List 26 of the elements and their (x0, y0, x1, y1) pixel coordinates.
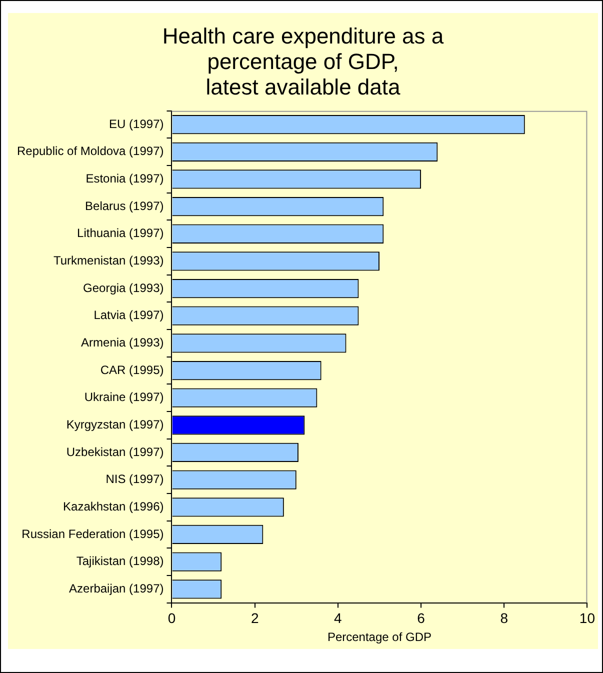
y-tick-label: Lithuania (1997) (77, 226, 164, 240)
y-tick-label: Turkmenistan (1993) (53, 254, 164, 268)
chart-title: Health care expenditure as a percentage of GDP, latest available data (162, 24, 444, 100)
y-tick-label: Republic of Moldova (1997) (17, 144, 164, 158)
x-tick-label: 0 (168, 610, 176, 626)
x-tick-label: 8 (500, 610, 508, 626)
y-tick-label: EU (1997) (109, 116, 164, 131)
x-tick-label: 2 (250, 610, 259, 626)
y-tick-label: Belarus (1997) (85, 198, 164, 213)
y-tick-label: Armenia (1993) (81, 336, 164, 350)
y-tick-label: Kazakhstan (1996) (63, 499, 164, 514)
y-tick-label: Azerbaijan (1997) (69, 581, 164, 596)
y-tick-label: Georgia (1993) (83, 280, 164, 295)
y-tick-label: NIS (1997) (106, 472, 164, 486)
y-tick-label: Ukraine (1997) (84, 390, 164, 404)
y-tick-label: Estonia (1997) (86, 172, 164, 186)
x-tick-label: 4 (334, 610, 342, 626)
x-tick-label: 6 (417, 610, 426, 626)
y-tick-label: CAR (1995) (100, 362, 164, 377)
y-tick-label: Uzbekistan (1997) (66, 444, 164, 459)
y-tick-label: Kyrgyzstan (1997) (66, 417, 164, 432)
x-axis-title: Percentage of GDP (327, 630, 432, 644)
y-tick-label: Russian Federation (1995) (22, 526, 164, 541)
y-tick-label: Tajikistan (1998) (76, 554, 164, 568)
y-tick-label: Latvia (1997) (94, 308, 164, 322)
x-tick-label: 10 (579, 610, 596, 626)
